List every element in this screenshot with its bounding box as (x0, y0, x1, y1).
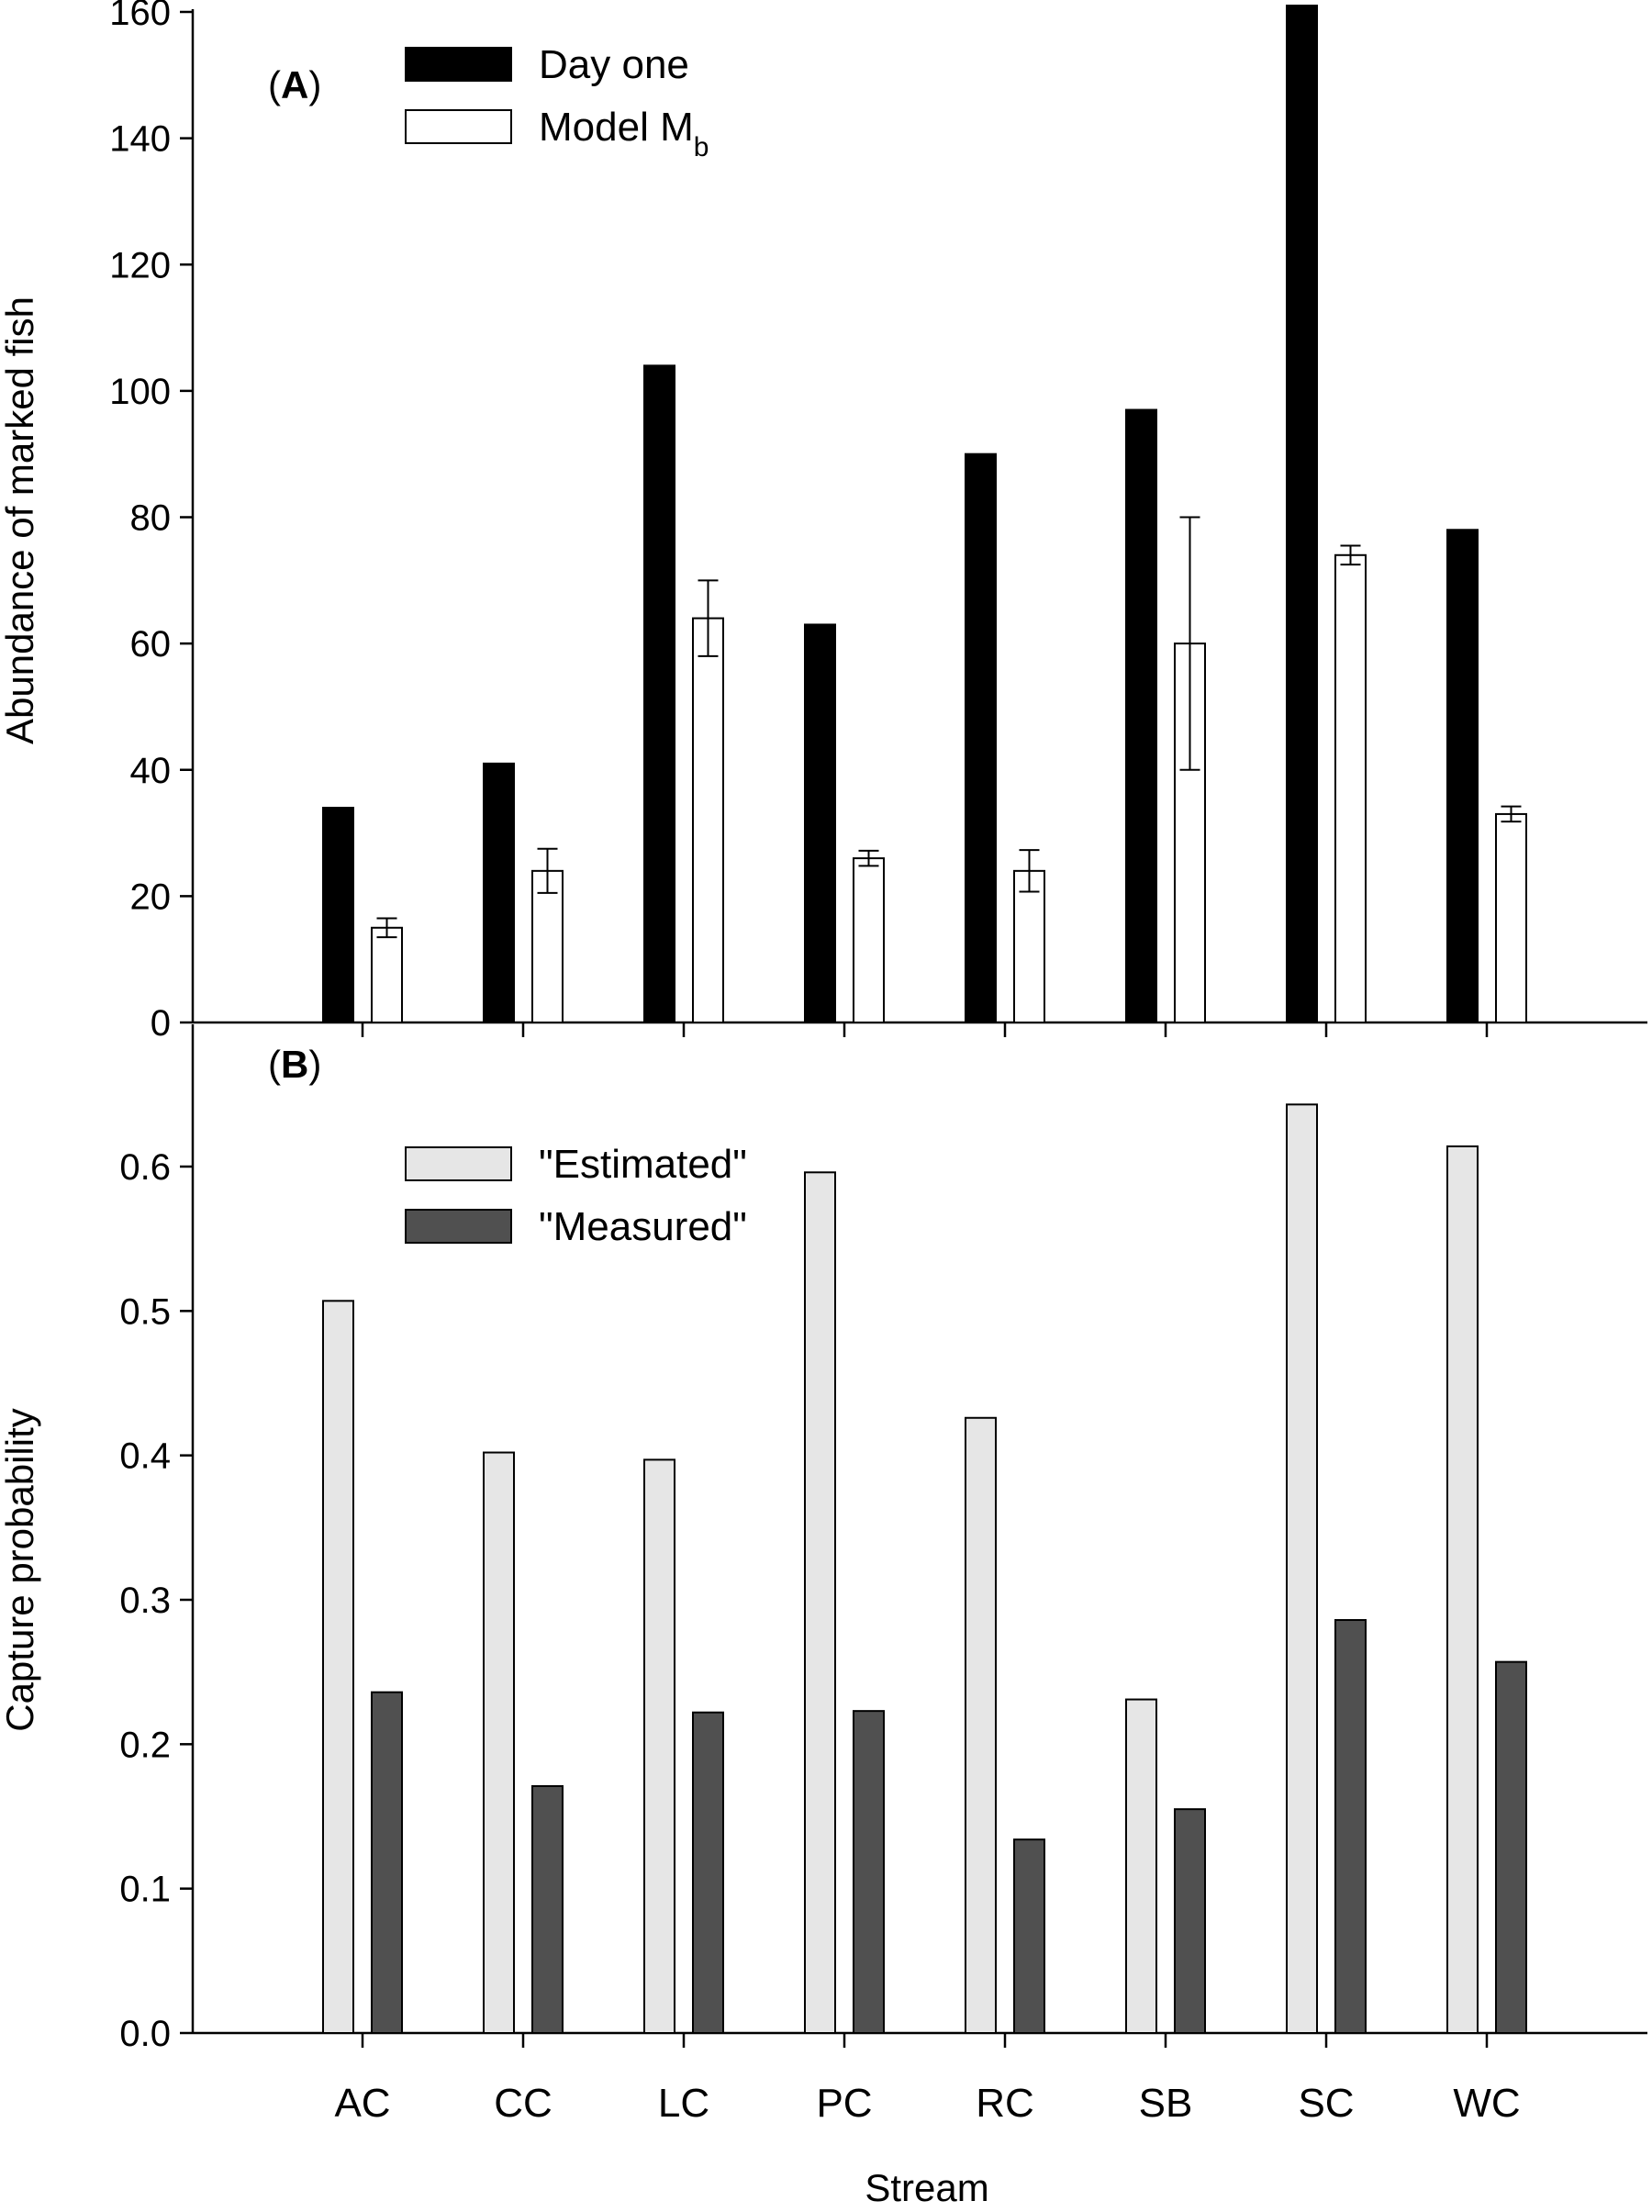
bar-series1-sb (1125, 408, 1157, 1023)
legend-swatch (405, 1146, 512, 1181)
y-tick-label: 140 (109, 119, 171, 160)
bar-series2-sc (1334, 553, 1367, 1023)
bar-series2-lc (692, 1711, 724, 2034)
bar-series2-sb (1174, 1808, 1206, 2034)
bar-series2-ac (371, 926, 403, 1023)
bar-series2-cc (531, 869, 564, 1023)
y-tick-label: 0.3 (119, 1581, 171, 1621)
y-tick-label: 0.0 (119, 2014, 171, 2054)
x-tick-label: WC (1453, 2081, 1520, 2126)
y-tick-label: 120 (109, 245, 171, 285)
panel-label: (B) (268, 1043, 321, 1086)
panel-b: 0.0 0.1 0.2 0.3 0.4 0.5 0.6 Capture probability… (0, 1024, 1647, 2209)
bar-series1-lc (643, 1458, 675, 2035)
x-tick-label: RC (976, 2081, 1034, 2126)
legend-swatch (405, 109, 512, 144)
y-tick-label: 0.2 (119, 1725, 171, 1765)
y-tick-label: 100 (109, 372, 171, 412)
legend-swatch (405, 47, 512, 82)
bar-series2-lc (692, 617, 724, 1023)
legend-label: Model Mb (539, 105, 709, 162)
x-tick-label: SB (1139, 2081, 1193, 2126)
bar-series2-wc (1495, 1660, 1527, 2034)
x-tick-label: SC (1298, 2081, 1354, 2126)
y-tick-label: 60 (130, 624, 172, 665)
bar-series1-ac (322, 1300, 354, 2034)
bar-series2-sc (1334, 1619, 1367, 2034)
bar-series2-ac (371, 1691, 403, 2035)
bar-series1-rc (965, 1416, 997, 2034)
panel-a: 0 20 40 60 80 100 120 140 160 Abundance of marked… (0, 0, 1647, 1044)
y-tick-label: 0.6 (119, 1147, 171, 1188)
bar-series1-sb (1125, 1698, 1157, 2035)
bar-series2-pc (853, 1710, 885, 2034)
y-tick-label: 0.4 (119, 1436, 171, 1477)
bar-series1-lc (643, 364, 675, 1024)
bar-series1-cc (483, 1451, 515, 2034)
legend-swatch (405, 1209, 512, 1244)
y-tick-label: 20 (130, 877, 172, 917)
x-tick-label: CC (494, 2081, 553, 2126)
y-tick-label: 40 (130, 751, 172, 791)
y-tick-label: 160 (109, 0, 171, 33)
bar-series1-wc (1446, 1145, 1479, 2035)
bar-series2-pc (853, 857, 885, 1024)
bar-series1-pc (804, 623, 836, 1023)
y-axis-title: Abundance of marked fish (0, 296, 41, 744)
bar-series1-wc (1446, 529, 1479, 1023)
bar-series2-rc (1013, 1838, 1045, 2034)
bar-series1-cc (483, 762, 515, 1024)
bar-series1-sc (1286, 1103, 1318, 2034)
bar-series1-sc (1286, 5, 1318, 1023)
bar-series1-ac (322, 807, 354, 1023)
y-axis-title: Capture probability (0, 1408, 41, 1732)
bar-series2-rc (1013, 869, 1045, 1023)
x-tick-label: PC (816, 2081, 872, 2126)
y-tick-label: 80 (130, 498, 172, 539)
y-tick-label: 0.1 (119, 1870, 171, 1910)
bar-series1-rc (965, 452, 997, 1023)
x-tick-label: LC (658, 2081, 709, 2126)
legend-label: Day one (539, 42, 689, 87)
bar-series2-wc (1495, 812, 1527, 1024)
y-tick-label: 0.5 (119, 1291, 171, 1332)
x-tick-label: AC (334, 2081, 390, 2126)
legend-label: "Estimated" (539, 1142, 747, 1187)
bar-series1-pc (804, 1171, 836, 2034)
x-axis-title: Stream (865, 2166, 988, 2209)
legend-label: "Measured" (539, 1204, 747, 1249)
panel-label: (A) (268, 63, 321, 106)
y-tick-label: 0 (151, 1003, 171, 1044)
bar-series2-cc (531, 1784, 564, 2034)
